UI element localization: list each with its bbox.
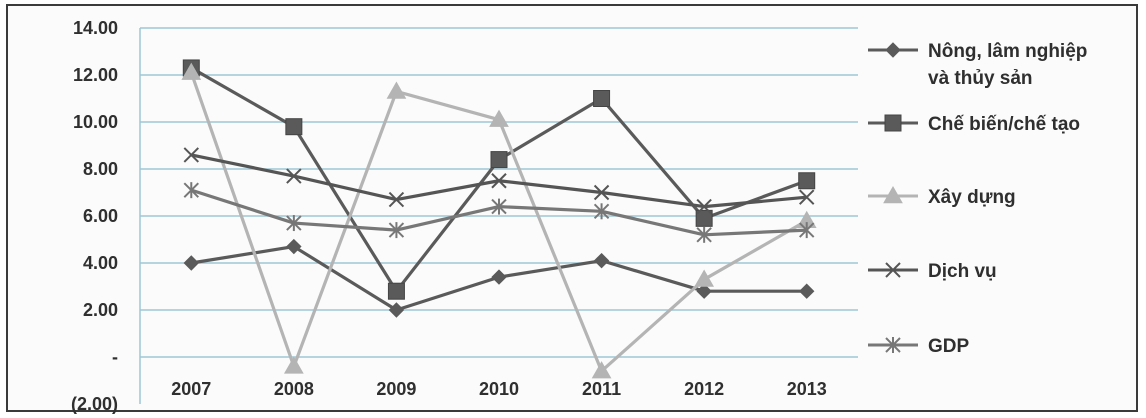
series-1 [183, 238, 815, 318]
series-5 [183, 182, 815, 243]
x-tick-label: 2008 [274, 379, 314, 399]
data-point [283, 356, 304, 374]
legend-entry-5: GDP [868, 336, 970, 357]
legend-marker [885, 337, 901, 353]
data-point [388, 191, 405, 208]
legend-label: GDP [928, 336, 970, 357]
data-point [387, 282, 405, 300]
y-tick-label: (2.00) [71, 394, 118, 414]
data-point [593, 203, 610, 220]
data-point [591, 361, 612, 379]
legend-marker [884, 114, 902, 132]
legend-label: và thủy sản [928, 68, 1033, 89]
data-point [799, 189, 815, 205]
legend-entry-1: Nông, lâm nghiệp và thủy sản [868, 41, 1087, 89]
x-tick-label: 2013 [787, 379, 827, 399]
data-point [491, 173, 507, 189]
data-point [696, 283, 712, 299]
data-point [181, 62, 202, 80]
data-point [593, 90, 611, 107]
legend-entry-3: Xây dựng [868, 185, 1016, 208]
legend-entry-2: Chế biến/chế tạo [868, 114, 1080, 135]
data-point [286, 168, 302, 184]
data-point [695, 209, 713, 227]
data-point [593, 184, 610, 201]
legend-marker [885, 262, 901, 278]
data-point [183, 147, 199, 163]
data-point [798, 172, 816, 190]
data-point [183, 182, 199, 199]
legend-label: Nông, lâm nghiệp [928, 41, 1087, 62]
series-2 [182, 59, 816, 300]
x-tick-label: 2011 [582, 379, 621, 399]
y-tick-label: 14.00 [73, 18, 118, 38]
legend-label: Xây dựng [928, 187, 1016, 208]
data-point [491, 198, 507, 215]
legend-marker [885, 42, 901, 58]
x-tick-label: 2007 [171, 379, 211, 399]
data-point [490, 151, 508, 169]
legend-marker [883, 185, 903, 204]
data-point [593, 252, 610, 269]
data-point [799, 283, 815, 299]
x-tick-label: 2010 [479, 379, 519, 399]
y-tick-label: 6.00 [83, 206, 118, 226]
data-point [696, 226, 712, 243]
series-3 [181, 62, 817, 379]
data-point [386, 81, 407, 99]
data-point [388, 222, 405, 239]
data-point [286, 238, 302, 255]
data-point [489, 109, 509, 127]
data-point [286, 215, 302, 232]
x-tick-label: 2012 [684, 379, 724, 399]
y-tick-label: - [112, 347, 118, 367]
data-point [491, 269, 507, 285]
data-point [799, 222, 815, 239]
data-point [694, 269, 715, 287]
y-tick-label: 2.00 [83, 300, 118, 320]
y-tick-label: 12.00 [73, 65, 118, 85]
data-point [183, 255, 199, 271]
legend-entry-4: Dịch vụ [868, 261, 997, 282]
series-4 [183, 147, 815, 215]
data-point [696, 198, 712, 215]
y-tick-label: 10.00 [73, 112, 118, 132]
y-tick-label: 8.00 [83, 159, 118, 179]
y-tick-label: 4.00 [83, 253, 118, 273]
legend-label: Chế biến/chế tạo [928, 114, 1080, 135]
data-point [388, 302, 405, 318]
x-tick-label: 2009 [376, 379, 416, 399]
legend-label: Dịch vụ [928, 261, 997, 282]
data-point [285, 118, 303, 136]
